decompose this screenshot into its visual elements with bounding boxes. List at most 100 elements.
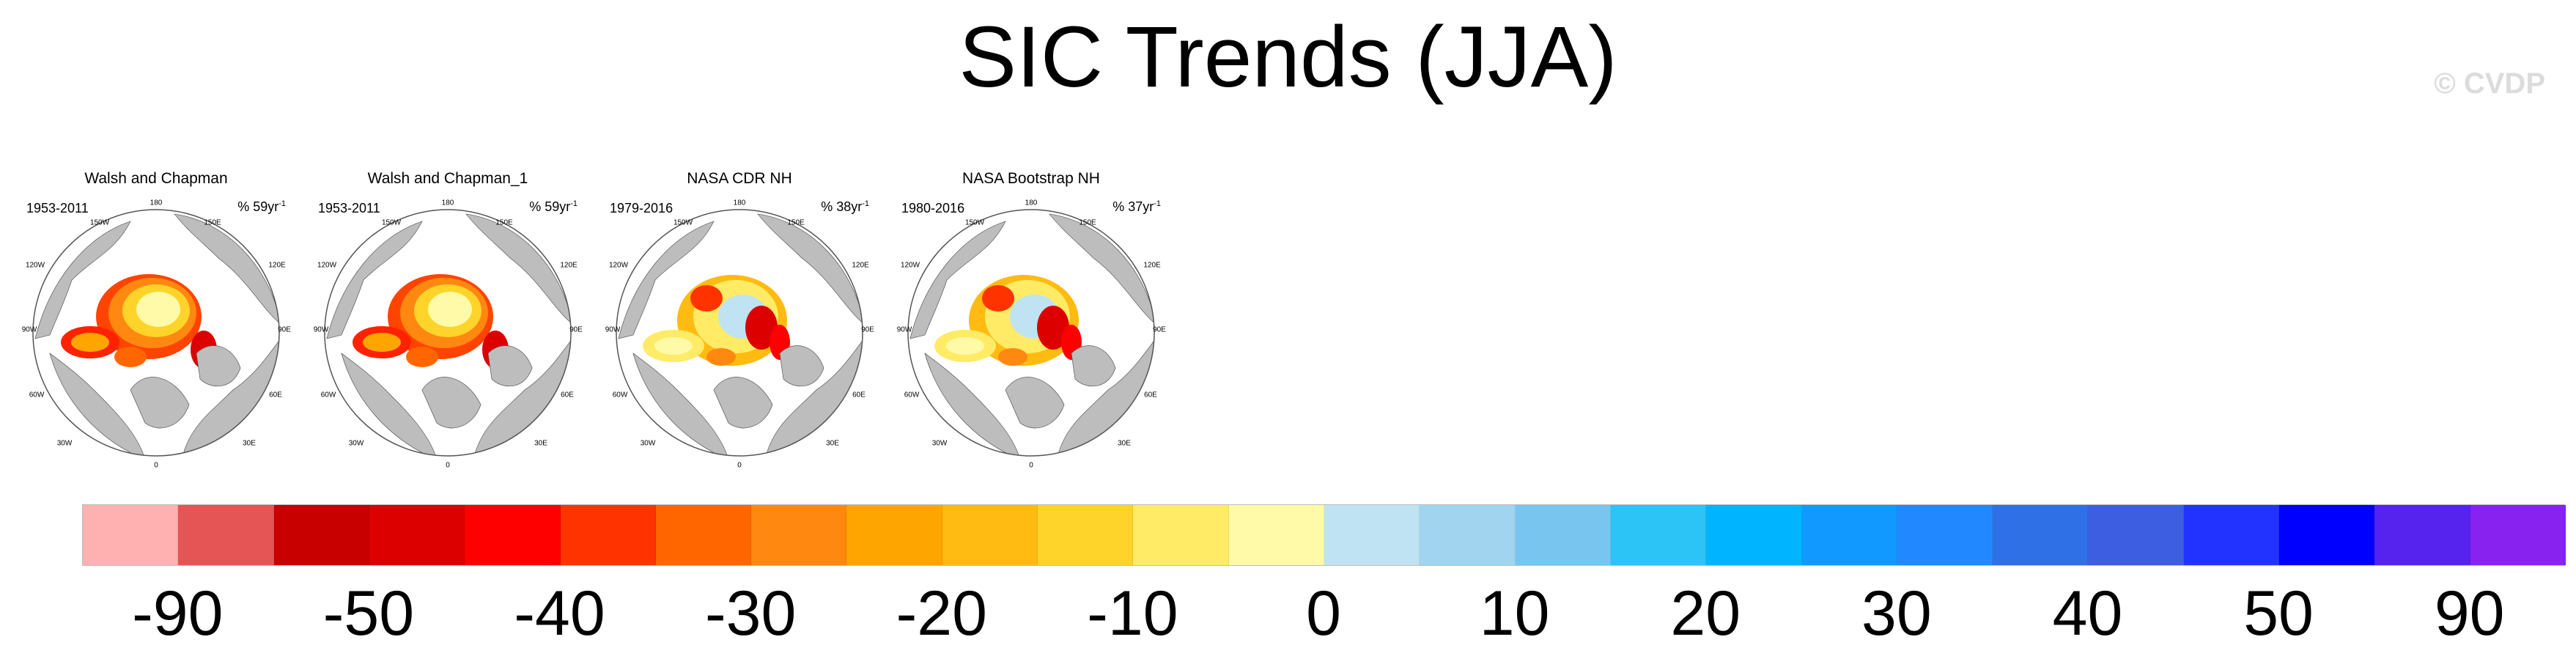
longitude-label: 30W xyxy=(348,439,364,448)
longitude-label: 180 xyxy=(733,199,746,207)
colorbar-box xyxy=(273,505,369,565)
colorbar-box xyxy=(178,505,274,565)
colorbar-tick-label: -40 xyxy=(514,578,605,649)
colorbar-box xyxy=(1420,505,1516,565)
longitude-label: 60W xyxy=(29,391,45,399)
colorbar-box xyxy=(1133,505,1229,565)
longitude-label: 30E xyxy=(534,439,547,448)
panel-trend-unit: % 59yr-1 xyxy=(237,199,286,214)
longitude-label: 90W xyxy=(21,325,37,334)
longitude-label: 60W xyxy=(904,391,920,399)
panel-title: Walsh and Chapman_1 xyxy=(367,170,528,187)
panel-title: Walsh and Chapman xyxy=(84,170,228,187)
longitude-label: 90E xyxy=(861,325,874,334)
colorbar-box xyxy=(2088,505,2184,565)
colorbar-tick-label: -50 xyxy=(322,578,415,649)
panel-trend-unit: % 38yr-1 xyxy=(821,199,869,214)
colorbar-box xyxy=(2183,505,2280,565)
colorbar-box xyxy=(1706,505,1802,565)
panel-years: 1953-2011 xyxy=(318,201,380,215)
colorbar-box xyxy=(1993,505,2089,565)
colorbar-box xyxy=(1228,505,1324,565)
map-panel: Walsh and Chapman_1 1953-2011 % 59yr-1 180 1… xyxy=(312,170,583,478)
longitude-label: 60W xyxy=(612,391,628,399)
polar-map xyxy=(324,209,572,457)
colorbar-box xyxy=(846,505,942,565)
polar-map xyxy=(616,209,863,457)
longitude-label: 90W xyxy=(313,325,329,334)
longitude-label: 90W xyxy=(896,325,912,334)
colorbar-tick-label: 20 xyxy=(1670,578,1741,649)
colorbar-box xyxy=(2374,505,2470,565)
panel-title: NASA CDR NH xyxy=(687,170,792,187)
colorbar-box xyxy=(369,505,465,565)
panel-trend-unit: % 59yr-1 xyxy=(529,199,577,214)
longitude-label: 150E xyxy=(1079,218,1096,227)
longitude-label: 60E xyxy=(1144,391,1157,399)
colorbar-tick-label: 30 xyxy=(1861,578,1932,649)
longitude-label: 90E xyxy=(569,325,583,334)
longitude-label: 60E xyxy=(561,391,574,399)
longitude-label: 150E xyxy=(787,218,805,227)
map-panel: Walsh and Chapman 1953-2011 % 59yr-1 180 150… xyxy=(21,170,292,478)
colorbar-tick-label: 90 xyxy=(2434,578,2505,649)
colorbar-tick-label: -90 xyxy=(132,578,224,649)
longitude-label: 120W xyxy=(900,261,920,270)
colorbar-box xyxy=(942,505,1038,565)
longitude-label: 180 xyxy=(441,199,454,207)
colorbar-tick-label: 50 xyxy=(2243,578,2314,649)
longitude-label: 120W xyxy=(25,261,45,270)
panel-trend-unit: % 37yr-1 xyxy=(1112,199,1161,214)
longitude-label: 120E xyxy=(268,261,286,270)
colorbar-box xyxy=(1038,505,1134,565)
longitude-label: 120W xyxy=(317,261,337,270)
longitude-label: 90E xyxy=(278,325,291,334)
longitude-label: 30E xyxy=(1118,439,1131,448)
longitude-label: 180 xyxy=(150,199,163,207)
longitude-label: 0 xyxy=(737,461,742,470)
longitude-label: 150W xyxy=(89,218,110,227)
longitude-label: 150E xyxy=(495,218,513,227)
panel-years: 1953-2011 xyxy=(26,201,89,215)
colorbar-box xyxy=(1801,505,1897,565)
longitude-label: 30E xyxy=(826,439,839,448)
colorbar-tick-label: -20 xyxy=(896,578,987,649)
colorbar-box xyxy=(560,505,656,565)
colorbar-box xyxy=(1324,505,1420,565)
colorbar-box xyxy=(655,505,752,565)
panel-years: 1979-2016 xyxy=(610,201,673,215)
longitude-label: 60W xyxy=(320,391,336,399)
longitude-label: 120W xyxy=(608,261,629,270)
map-panel: NASA Bootstrap NH 1980-2016 % 37yr-1 180 150… xyxy=(896,170,1167,478)
longitude-label: 150W xyxy=(381,218,402,227)
longitude-label: 90W xyxy=(605,325,621,334)
panel-years: 1980-2016 xyxy=(901,201,965,215)
cvdp-credit: © CVDP xyxy=(2434,67,2545,100)
colorbar-tick-label: -30 xyxy=(704,578,797,649)
colorbar-tick-label: 0 xyxy=(1306,578,1341,649)
colorbar-box xyxy=(465,505,561,565)
longitude-label: 150W xyxy=(673,218,693,227)
colorbar-box xyxy=(2279,505,2375,565)
map-panel: NASA CDR NH 1979-2016 % 38yr-1 180 150W 150E 1… xyxy=(604,170,875,478)
colorbar-tick-label: -10 xyxy=(1087,578,1178,649)
longitude-label: 30W xyxy=(640,439,656,448)
longitude-label: 120E xyxy=(1143,261,1161,270)
colorbar-box xyxy=(751,505,847,565)
longitude-label: 120E xyxy=(852,261,869,270)
colorbar-box xyxy=(2470,505,2566,565)
colorbar xyxy=(82,504,2566,566)
figure-title: SIC Trends (JJA) xyxy=(959,9,1617,106)
longitude-label: 90E xyxy=(1153,325,1166,334)
colorbar-tick-label: 10 xyxy=(1479,578,1550,649)
longitude-label: 150E xyxy=(204,218,221,227)
colorbar-box xyxy=(1515,505,1611,565)
polar-map xyxy=(907,209,1155,457)
longitude-label: 0 xyxy=(446,461,450,470)
colorbar-box xyxy=(83,505,179,565)
longitude-label: 150W xyxy=(964,218,985,227)
colorbar-box xyxy=(1610,505,1707,565)
polar-map xyxy=(32,209,280,457)
longitude-label: 180 xyxy=(1025,199,1038,207)
longitude-label: 30E xyxy=(243,439,256,448)
